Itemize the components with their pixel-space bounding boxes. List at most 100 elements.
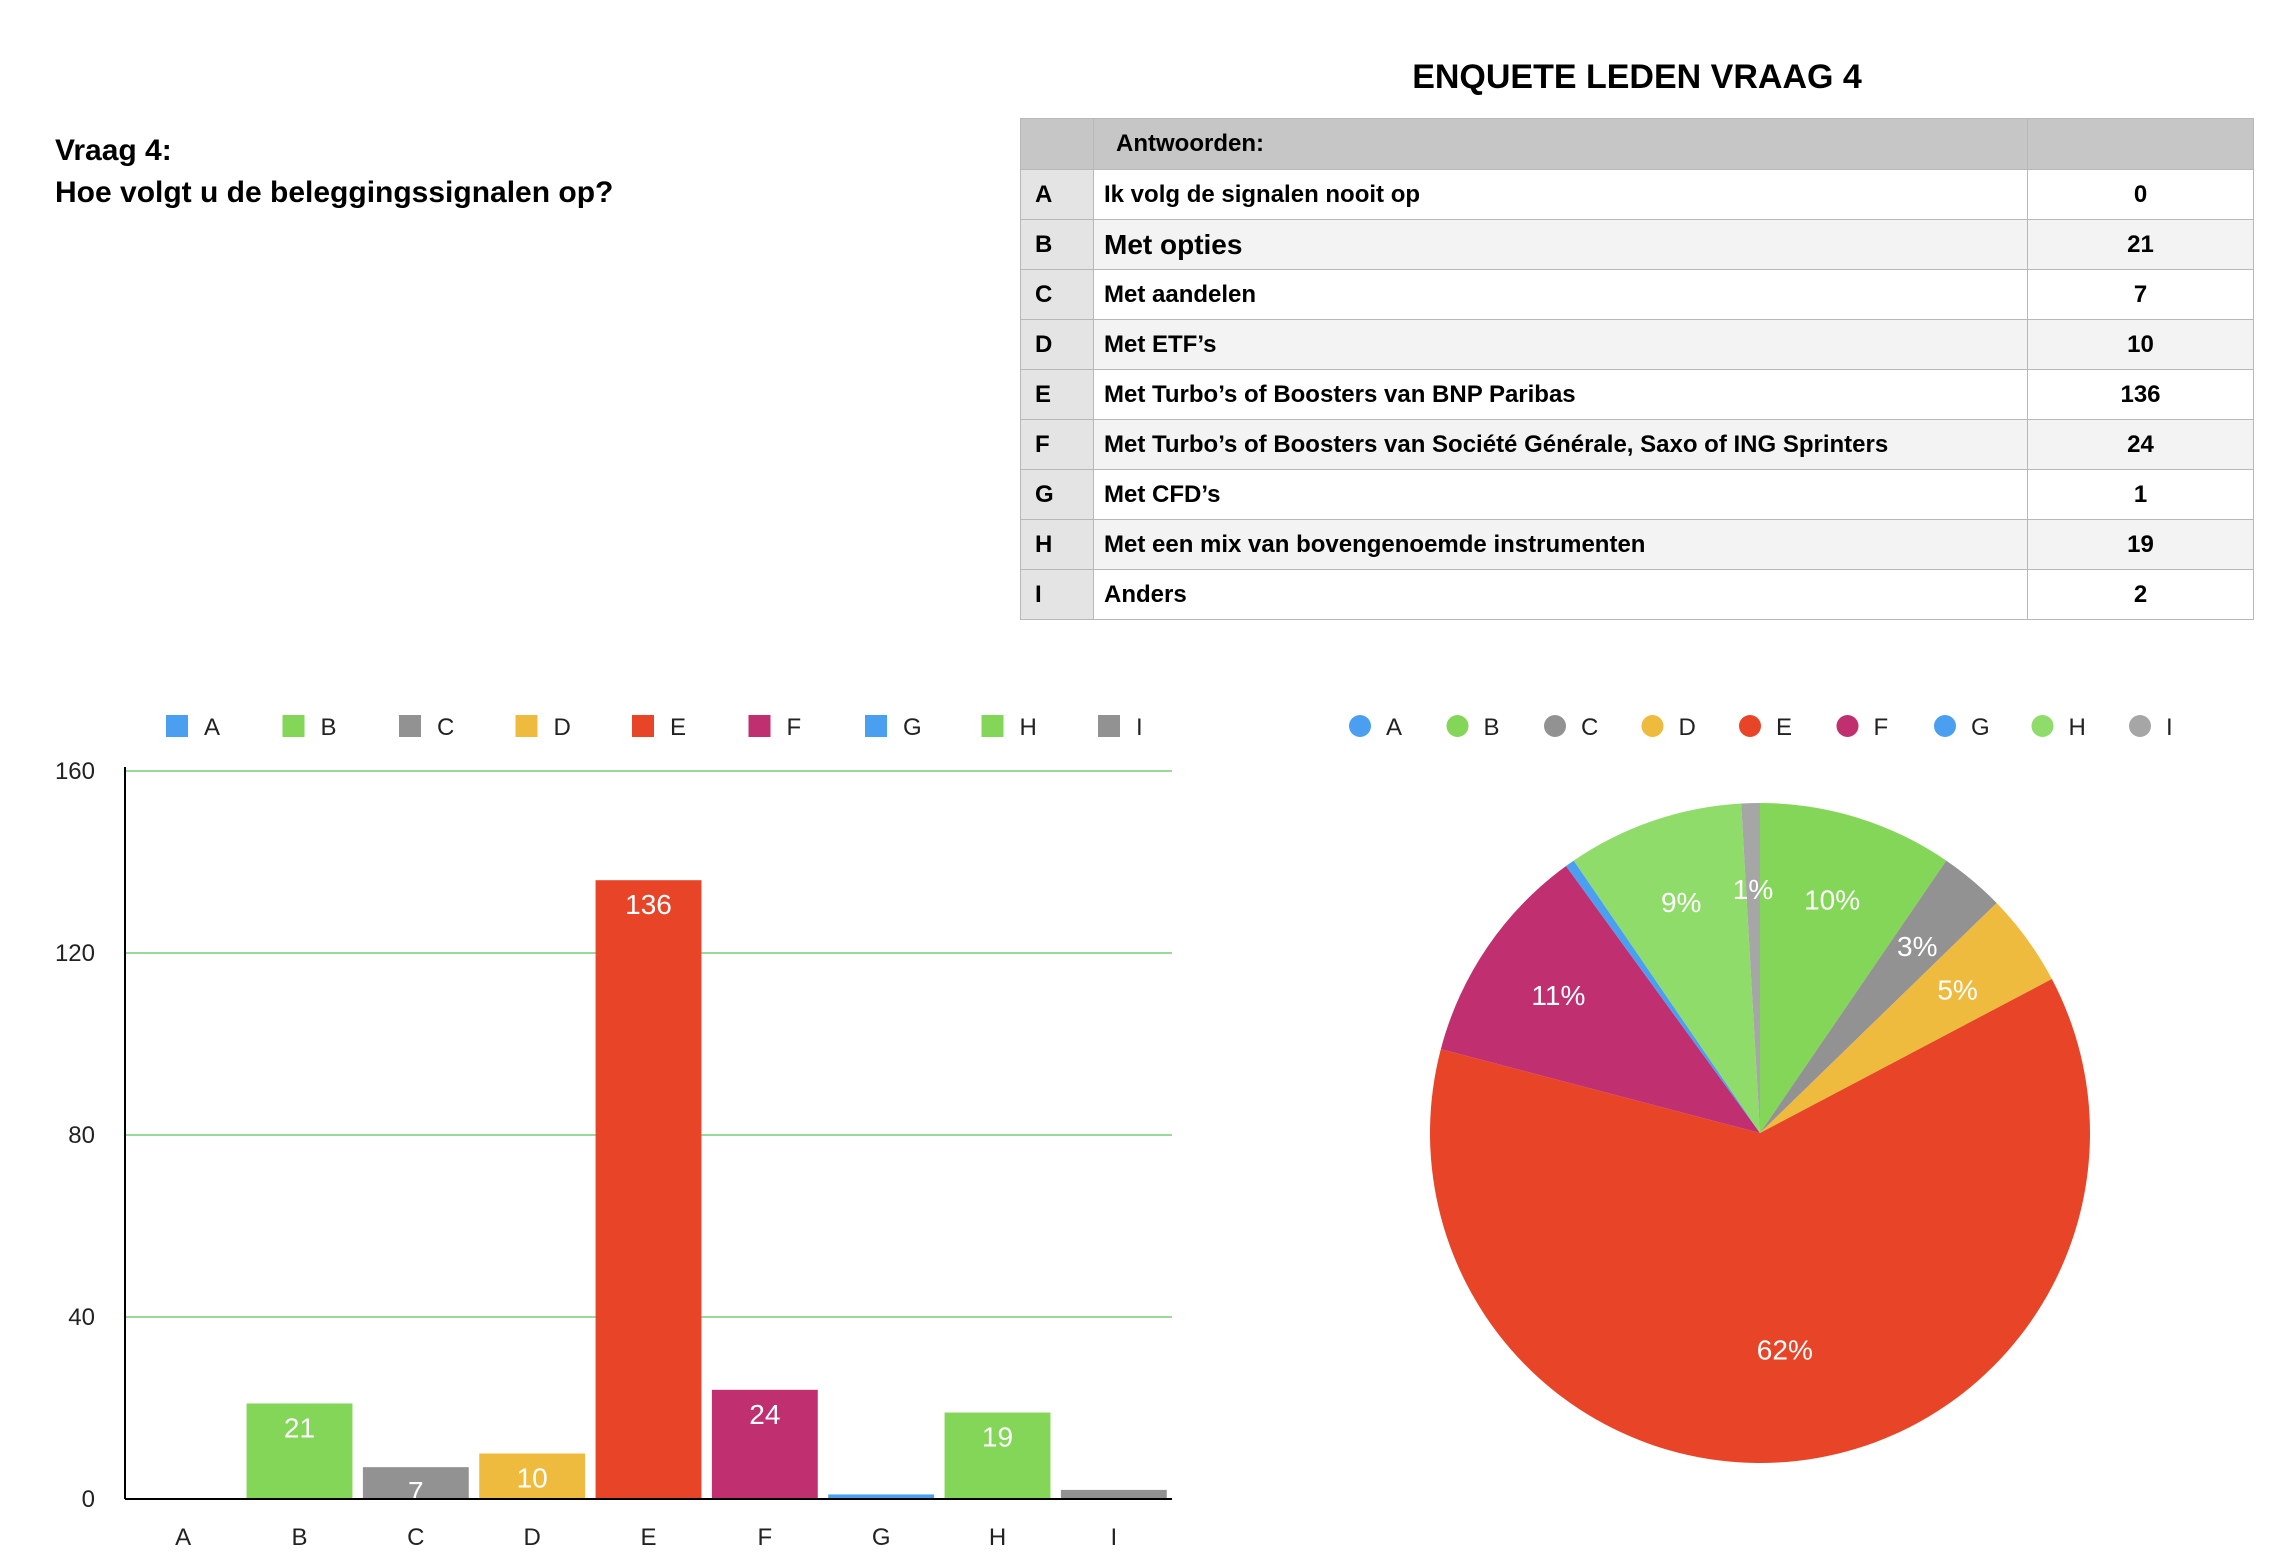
table-row: F Met Turbo’s of Boosters van Société Gé… — [1020, 419, 2254, 470]
row-count: 10 — [2027, 319, 2254, 370]
row-count: 136 — [2027, 369, 2254, 420]
table-row: C Met aandelen 7 — [1020, 269, 2254, 320]
question-block: Vraag 4: Hoe volgt u de beleggingssignal… — [55, 130, 613, 214]
legend-label: B — [321, 714, 337, 741]
legend-label: B — [1484, 714, 1500, 741]
bar-data-label: 19 — [982, 1422, 1013, 1453]
row-text: Met Turbo’s of Boosters van Société Géné… — [1093, 419, 2028, 470]
bar — [479, 1453, 586, 1499]
legend-swatch — [1544, 715, 1566, 737]
bar — [944, 1412, 1051, 1499]
pie-slice — [1741, 803, 1760, 1133]
legend-label: F — [787, 714, 802, 741]
row-letter: G — [1020, 469, 1094, 520]
pie-data-label: 11% — [1531, 980, 1585, 1011]
legend-swatch — [1934, 715, 1956, 737]
legend-label: A — [1386, 714, 1402, 741]
bar-data-label: 21 — [284, 1412, 315, 1443]
legend-label: C — [437, 714, 454, 741]
legend-label: D — [554, 714, 571, 741]
bar-data-label: 24 — [749, 1399, 780, 1430]
pie-slice — [1760, 803, 1947, 1133]
y-tick-label: 40 — [68, 1304, 95, 1331]
row-text: Met opties — [1093, 219, 2028, 270]
pie-data-label: 3% — [1897, 931, 1937, 962]
pie-slice — [1440, 866, 1760, 1133]
pie-data-label: 5% — [1937, 974, 1977, 1005]
pie-chart: A B C D E F G H I 10% 3%5% 62% 11% 9% 1% — [1349, 714, 2173, 1463]
table-row: B Met opties 21 — [1020, 219, 2254, 270]
pie-slice — [1429, 978, 2090, 1463]
bar-chart: A B C D E F G H I 0 40 80 120 160 A 21 B 7 C 10 D 136 E 24 F G 19 H… — [55, 714, 1172, 1551]
legend-swatch — [1739, 715, 1761, 737]
legend-swatch — [1098, 715, 1120, 737]
row-letter: E — [1020, 369, 1094, 420]
pie-legend: A B C D E F G H I — [1349, 714, 2173, 741]
row-count: 21 — [2027, 219, 2254, 270]
row-count: 19 — [2027, 519, 2254, 570]
legend-swatch — [748, 715, 771, 737]
x-tick-label: I — [1110, 1524, 1117, 1551]
bar — [828, 1494, 935, 1499]
legend-label: G — [1971, 714, 1990, 741]
x-tick-label: F — [757, 1524, 772, 1551]
legend-swatch — [1641, 715, 1664, 737]
bar-data-label: 7 — [408, 1476, 424, 1507]
row-text: Met CFD’s — [1093, 469, 2028, 520]
answers-table: Antwoorden: A Ik volg de signalen nooit … — [1020, 118, 2254, 620]
table-row: A Ik volg de signalen nooit op 0 — [1020, 169, 2254, 220]
legend-swatch — [2129, 715, 2151, 737]
row-letter: C — [1020, 269, 1094, 320]
question-text: Hoe volgt u de beleggingssignalen op? — [55, 176, 614, 209]
row-text: Met een mix van bovengenoemde instrument… — [1093, 519, 2028, 570]
header-letter-cell — [1020, 118, 1094, 170]
legend-label: H — [2069, 714, 2086, 741]
legend-label: C — [1581, 714, 1598, 741]
row-text: Met ETF’s — [1093, 319, 2028, 370]
bar — [1060, 1489, 1167, 1499]
header-label: Antwoorden: — [1093, 118, 2028, 170]
bar-legend: A B C D E F G H I — [166, 714, 1143, 741]
x-tick-label: D — [523, 1524, 540, 1551]
bar-data-label: 136 — [625, 889, 672, 920]
legend-label: H — [1020, 714, 1037, 741]
row-letter: F — [1020, 419, 1094, 470]
legend-label: I — [1136, 714, 1143, 741]
legend-label: G — [903, 714, 922, 741]
row-letter: A — [1020, 169, 1094, 220]
header-count-cell — [2027, 118, 2254, 170]
legend-swatch — [399, 715, 421, 737]
legend-swatch — [2031, 715, 2054, 737]
x-tick-label: E — [640, 1524, 656, 1551]
pie-data-label: 1% — [1733, 874, 1773, 905]
legend-label: A — [204, 714, 220, 741]
row-letter: I — [1020, 569, 1094, 620]
row-letter: B — [1020, 219, 1094, 270]
row-text: Anders — [1093, 569, 2028, 620]
legend-swatch — [515, 715, 538, 737]
y-tick-label: 0 — [82, 1486, 95, 1513]
bar — [246, 1403, 353, 1499]
table-row: D Met ETF’s 10 — [1020, 319, 2254, 370]
pie-data-label: 62% — [1757, 1334, 1813, 1365]
pie-slice — [1566, 860, 1760, 1133]
bar — [711, 1389, 818, 1499]
question-number: Vraag 4: — [55, 134, 172, 167]
legend-swatch — [166, 715, 188, 737]
legend-label: E — [670, 714, 686, 741]
table-row: H Met een mix van bovengenoemde instrume… — [1020, 519, 2254, 570]
x-tick-label: G — [872, 1524, 891, 1551]
table-row: G Met CFD’s 1 — [1020, 469, 2254, 520]
legend-label: D — [1679, 714, 1696, 741]
bar — [362, 1467, 469, 1499]
pie-data-label: 10% — [1804, 885, 1860, 916]
row-text: Met aandelen — [1093, 269, 2028, 320]
legend-label: I — [2166, 714, 2173, 741]
legend-label: E — [1776, 714, 1792, 741]
legend-swatch — [1446, 715, 1469, 737]
row-count: 1 — [2027, 469, 2254, 520]
row-count: 2 — [2027, 569, 2254, 620]
pie-data-label: 9% — [1661, 887, 1701, 918]
row-text: Met Turbo’s of Boosters van BNP Paribas — [1093, 369, 2028, 420]
legend-swatch — [1836, 715, 1859, 737]
